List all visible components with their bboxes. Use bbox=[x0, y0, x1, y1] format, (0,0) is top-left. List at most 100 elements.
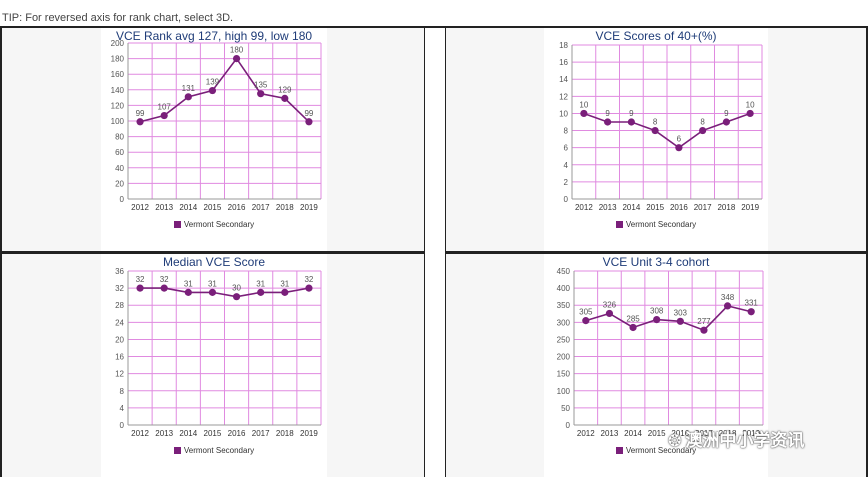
y-tick-label: 4 bbox=[564, 161, 569, 170]
y-tick-label: 8 bbox=[120, 387, 125, 396]
chart-panel-40plus: VCE Scores of 40+(%) 0 2 4 6 8 10 12 14 16 18 2012… bbox=[544, 28, 768, 251]
y-tick-label: 4 bbox=[120, 404, 125, 413]
data-point bbox=[653, 315, 661, 324]
y-tick-label: 100 bbox=[111, 117, 125, 126]
y-tick-label: 2 bbox=[564, 178, 569, 187]
x-tick-label: 2019 bbox=[742, 429, 760, 438]
chart-median: 0 4 8 12 16 20 24 28 32 36 2012 2013 2014 2015 2016 201… bbox=[115, 267, 322, 438]
legend-label: Vermont Secondary bbox=[183, 220, 255, 229]
data-point bbox=[676, 317, 684, 325]
data-label: 348 bbox=[721, 293, 735, 302]
data-point bbox=[232, 55, 241, 63]
x-tick-label: 2013 bbox=[155, 203, 173, 212]
y-tick-label: 50 bbox=[561, 404, 570, 413]
x-tick-label: 2012 bbox=[131, 203, 149, 212]
data-point bbox=[605, 309, 614, 318]
watermark: ❂ 澳洲中小学资讯 bbox=[668, 426, 804, 451]
data-point bbox=[281, 288, 289, 296]
x-tick-label: 2016 bbox=[670, 203, 688, 212]
y-tick-label: 60 bbox=[115, 148, 124, 157]
data-point bbox=[699, 126, 707, 135]
chart-title: VCE Unit 3-4 cohort bbox=[602, 255, 710, 269]
data-point bbox=[136, 284, 144, 292]
data-point bbox=[160, 111, 168, 120]
legend: Vermont Secondary bbox=[101, 446, 327, 455]
x-tick-label: 2018 bbox=[719, 429, 737, 438]
series-line bbox=[140, 287, 310, 298]
x-tick-label: 2017 bbox=[695, 429, 713, 438]
data-point bbox=[208, 86, 217, 95]
data-point bbox=[305, 284, 313, 292]
chart-cohort: 0 50 100 150 200 250 300 350 400 450 2012 2013 2014 2… bbox=[557, 267, 764, 438]
y-tick-label: 200 bbox=[111, 39, 125, 48]
chart-panel-rank: VCE Rank avg 127, high 99, low 180 0 20 40… bbox=[101, 28, 327, 251]
x-tick-label: 2017 bbox=[694, 203, 712, 212]
data-label: 9 bbox=[724, 109, 729, 118]
data-label: 308 bbox=[650, 307, 664, 316]
y-tick-label: 400 bbox=[557, 284, 571, 293]
y-tick-label: 24 bbox=[115, 318, 124, 327]
data-label: 99 bbox=[136, 109, 145, 118]
data-label: 326 bbox=[603, 300, 617, 309]
y-tick-label: 0 bbox=[564, 195, 569, 204]
y-tick-label: 350 bbox=[557, 301, 571, 310]
data-label: 31 bbox=[256, 279, 265, 288]
y-tick-label: 6 bbox=[564, 144, 569, 153]
legend: Vermont Secondary bbox=[544, 220, 768, 229]
watermark-text: 澳洲中小学资讯 bbox=[685, 431, 805, 451]
data-point bbox=[160, 284, 168, 292]
data-label: 32 bbox=[136, 275, 145, 284]
data-point bbox=[747, 308, 755, 316]
data-point bbox=[700, 326, 708, 334]
data-label: 139 bbox=[206, 78, 220, 87]
data-point bbox=[723, 302, 732, 310]
y-tick-label: 0 bbox=[120, 421, 125, 430]
series-line bbox=[583, 112, 751, 149]
y-tick-label: 0 bbox=[120, 195, 125, 204]
y-tick-label: 160 bbox=[111, 70, 125, 79]
chart-40plus: 0 2 4 6 8 10 12 14 16 18 2012 2013 2014 2015 2016 2017 2… bbox=[559, 41, 763, 212]
x-tick-label: 2017 bbox=[252, 203, 270, 212]
wechat-icon: ❂ bbox=[668, 431, 682, 450]
cell-gap-left-edge bbox=[424, 28, 425, 477]
y-tick-label: 450 bbox=[557, 267, 571, 276]
x-tick-label: 2019 bbox=[300, 429, 318, 438]
data-point bbox=[582, 317, 590, 325]
x-tick-label: 2014 bbox=[179, 429, 197, 438]
x-tick-label: 2018 bbox=[276, 203, 294, 212]
chart-title: VCE Rank avg 127, high 99, low 180 bbox=[115, 29, 313, 43]
y-tick-label: 14 bbox=[559, 75, 568, 84]
data-label: 285 bbox=[626, 314, 640, 323]
data-point bbox=[629, 323, 637, 332]
x-tick-label: 2015 bbox=[648, 429, 666, 438]
x-tick-label: 2018 bbox=[276, 429, 294, 438]
data-point bbox=[722, 118, 730, 126]
y-tick-label: 20 bbox=[115, 179, 124, 188]
x-tick-label: 2017 bbox=[252, 429, 270, 438]
chart-title: VCE Scores of 40+(%) bbox=[595, 29, 717, 43]
legend-label: Vermont Secondary bbox=[625, 446, 697, 455]
x-tick-label: 2015 bbox=[204, 203, 222, 212]
series-line bbox=[139, 57, 310, 123]
legend-swatch bbox=[615, 447, 623, 454]
x-tick-label: 2015 bbox=[204, 429, 222, 438]
data-point bbox=[208, 288, 217, 296]
x-tick-label: 2015 bbox=[646, 203, 664, 212]
y-tick-label: 32 bbox=[115, 284, 124, 293]
data-point bbox=[136, 118, 144, 126]
data-label: 10 bbox=[579, 100, 588, 109]
y-tick-label: 28 bbox=[115, 301, 124, 310]
chart-rank: 0 20 40 60 80 100 120 140 160 180 200 2012 2013 2014 2… bbox=[111, 39, 322, 212]
data-point bbox=[746, 109, 754, 118]
data-point bbox=[257, 90, 265, 98]
cell-gap bbox=[425, 28, 445, 477]
data-label: 331 bbox=[745, 299, 759, 308]
data-label: 31 bbox=[280, 279, 289, 288]
y-tick-label: 100 bbox=[557, 387, 571, 396]
x-tick-label: 2019 bbox=[741, 203, 759, 212]
x-tick-label: 2014 bbox=[622, 203, 640, 212]
data-point bbox=[281, 94, 289, 102]
x-tick-label: 2014 bbox=[179, 203, 197, 212]
cell-gap-right-edge bbox=[445, 28, 446, 477]
data-label: 8 bbox=[700, 118, 705, 127]
